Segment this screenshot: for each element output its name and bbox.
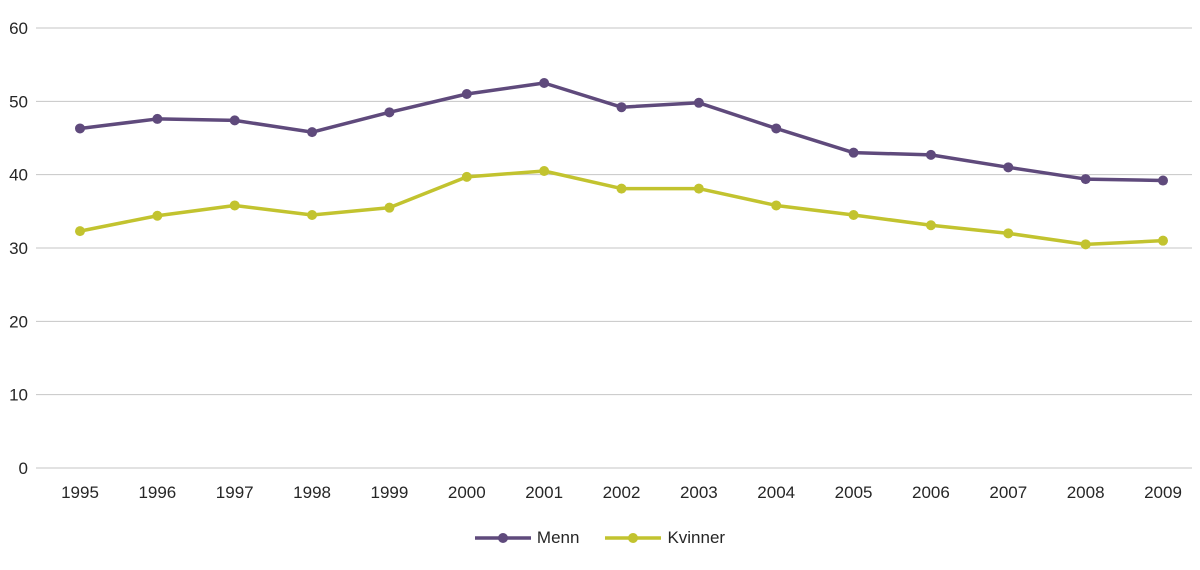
data-point-kvinner [229,200,240,211]
x-axis-label: 1995 [61,483,99,502]
legend-item-kvinner: Kvinner [605,528,725,548]
x-axis-label: 2001 [525,483,563,502]
x-axis-label: 1999 [371,483,409,502]
data-point-menn [1158,175,1168,186]
legend-swatch-menn-icon [474,533,531,543]
legend-label-kvinner: Kvinner [667,528,726,547]
chart-legend: Menn Kvinner [0,528,1200,548]
data-point-menn [848,147,859,158]
y-axis-label: 20 [9,312,28,331]
data-point-kvinner [1080,239,1091,250]
data-point-menn [1003,162,1014,173]
data-point-menn [461,89,472,99]
data-point-kvinner [75,226,85,237]
data-point-menn [925,149,936,160]
y-axis-label: 60 [9,19,28,38]
x-axis-label: 2007 [989,483,1027,502]
x-axis-label: 2000 [448,483,486,502]
data-point-menn [384,107,395,118]
x-axis-label: 1997 [216,483,254,502]
y-axis-label: 50 [9,92,28,111]
x-axis-label: 2005 [835,483,873,502]
data-point-kvinner [1158,235,1168,246]
line-chart: 0 10 20 30 40 50 60 1995 1996 1997 1998 1999 2000 200… [9,19,1192,502]
data-point-menn [771,123,782,134]
data-point-kvinner [848,210,859,220]
legend-swatch-kvinner-icon [605,533,662,543]
data-point-kvinner [771,200,782,211]
series-line-menn [78,81,1165,183]
data-point-kvinner [693,183,704,194]
data-point-menn [229,115,240,126]
data-point-menn [616,102,627,113]
data-point-menn [75,123,85,134]
data-point-menn [1080,174,1091,185]
x-axis-label: 2003 [680,483,718,502]
data-point-menn [693,97,704,108]
data-point-menn [539,78,550,88]
data-point-kvinner [307,210,318,220]
x-axis-label: 2008 [1067,483,1105,502]
data-point-kvinner [1003,228,1014,239]
y-axis-label: 30 [9,239,28,258]
data-point-menn [307,127,318,138]
legend-item-menn: Menn [474,528,580,548]
data-point-kvinner [384,202,395,213]
legend-label-menn: Menn [536,528,580,547]
x-axis-label: 1998 [293,483,331,502]
y-axis-label: 0 [19,459,28,478]
data-point-kvinner [539,166,550,176]
data-point-menn [152,113,163,124]
x-axis-label: 2009 [1144,483,1182,502]
x-axis-label: 1996 [138,483,176,502]
x-axis-label: 2004 [757,483,795,502]
data-point-kvinner [461,171,472,182]
series-line-kvinner [78,169,1165,247]
y-axis-label: 10 [9,386,28,405]
x-axis-label: 2002 [603,483,641,502]
data-point-kvinner [616,183,627,194]
y-axis-label: 40 [9,166,28,185]
data-point-kvinner [152,210,163,221]
x-axis-label: 2006 [912,483,950,502]
data-point-kvinner [925,220,936,231]
